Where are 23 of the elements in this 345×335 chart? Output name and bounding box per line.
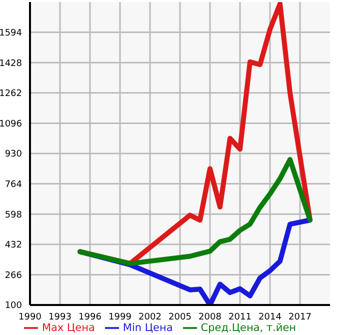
legend-label: Min Цена — [122, 322, 173, 334]
x-tick-label: 2011 — [228, 312, 252, 322]
y-tick-label: 598 — [4, 210, 22, 220]
y-tick-label: 266 — [4, 270, 22, 281]
y-tick-label: 1428 — [0, 58, 22, 69]
x-tick-label: 1999 — [108, 312, 132, 322]
x-tick-label: 1990 — [18, 312, 42, 322]
y-tick-label: 1096 — [0, 119, 22, 130]
x-tick-label: 1993 — [48, 312, 72, 322]
y-tick-label: 764 — [4, 180, 22, 190]
y-tick-label: 930 — [4, 150, 22, 160]
x-tick-label: 2002 — [138, 312, 162, 322]
y-tick-label: 1262 — [0, 89, 22, 100]
x-tick-label: 2017 — [288, 312, 312, 322]
x-tick-label: 2005 — [168, 312, 192, 322]
y-tick-label: 1594 — [0, 28, 22, 38]
y-tick-label: 100 — [4, 301, 22, 312]
legend-label: Max Цена — [42, 322, 95, 334]
legend-label: Сред.Цена, т.йен — [200, 322, 296, 334]
x-tick-label: 1996 — [78, 312, 102, 322]
y-tick-label: 432 — [4, 240, 22, 251]
x-tick-label: 2008 — [198, 312, 222, 322]
x-tick-label: 2014 — [258, 312, 282, 322]
